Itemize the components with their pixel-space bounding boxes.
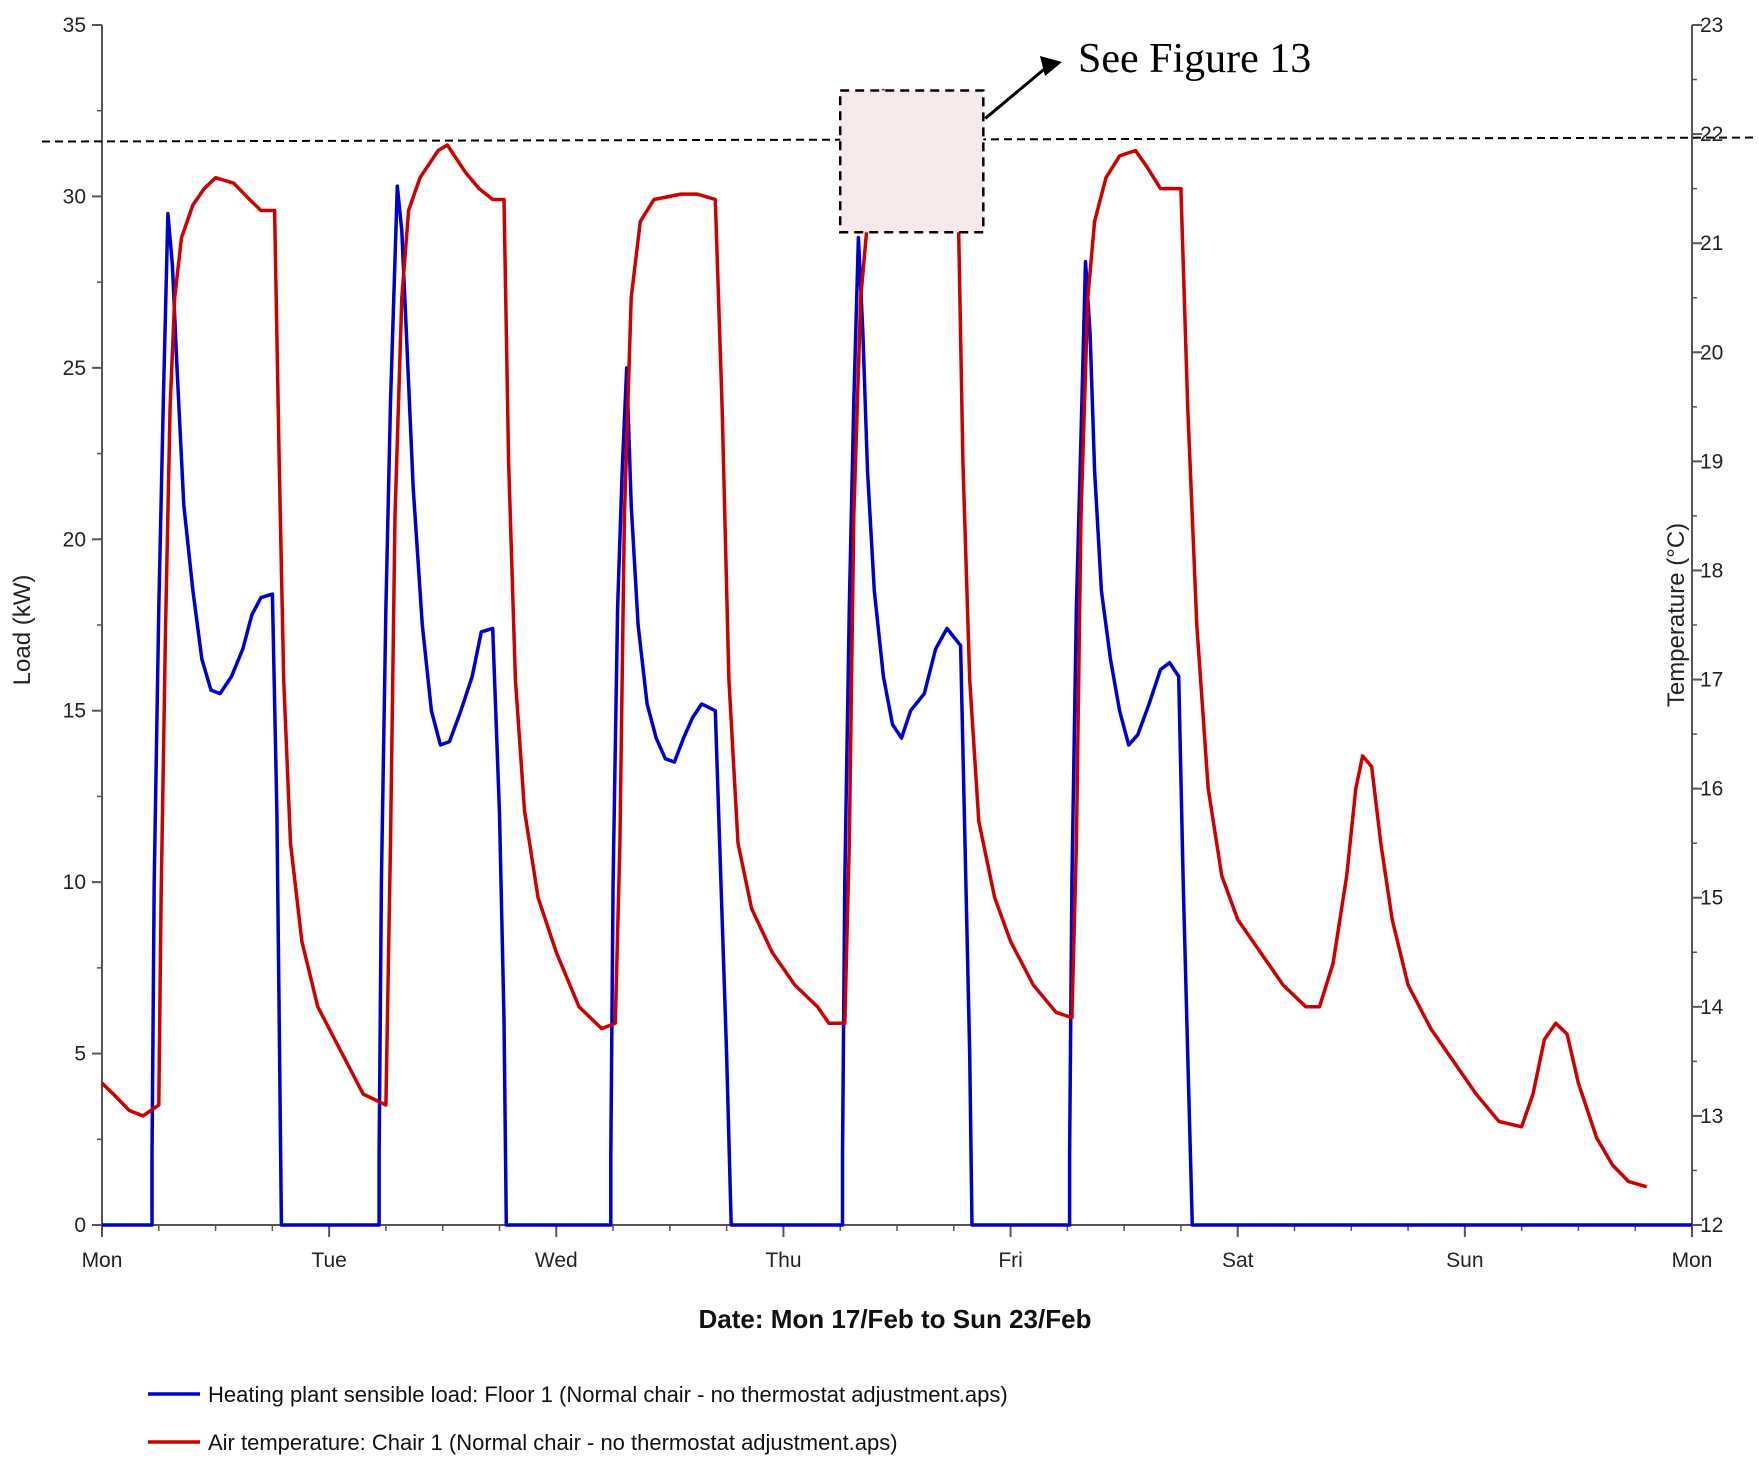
left-tick-label: 15 <box>63 700 86 723</box>
right-axis-label: Temperature (°C) <box>1663 523 1690 707</box>
annotation-arrowhead <box>1040 56 1062 76</box>
left-axis-label: Load (kW) <box>9 575 36 686</box>
right-tick-label: 20 <box>1700 341 1723 364</box>
left-tick-label: 0 <box>74 1214 86 1237</box>
left-tick-label: 25 <box>63 357 86 380</box>
legend-label-heating-load: Heating plant sensible load: Floor 1 (No… <box>208 1382 1008 1407</box>
annotation-box <box>838 89 985 234</box>
x-tick-label: Wed <box>535 1249 578 1272</box>
left-tick-label: 35 <box>63 14 86 37</box>
right-tick-label: 15 <box>1700 887 1723 910</box>
annotation-layer <box>838 56 1062 234</box>
annotation-text: See Figure 13 <box>1078 36 1311 82</box>
right-tick-label: 14 <box>1700 996 1724 1019</box>
left-tick-label: 20 <box>63 528 86 551</box>
series-heating-load-line <box>102 184 1692 1227</box>
annotation-arrow-shaft <box>984 64 1049 120</box>
x-tick-label: Thu <box>765 1249 801 1272</box>
left-tick-label: 30 <box>63 185 86 208</box>
x-tick-label: Mon <box>82 1249 123 1272</box>
x-tick-label: Fri <box>998 1249 1023 1272</box>
x-tick-label: Mon <box>1672 1249 1713 1272</box>
right-tick-label: 19 <box>1700 450 1723 473</box>
right-tick-label: 23 <box>1700 14 1723 37</box>
series-layer <box>100 88 1692 1227</box>
labels-layer: Load (kW) Temperature (°C) Date: Mon 17/… <box>9 36 1690 1334</box>
legend: Heating plant sensible load: Floor 1 (No… <box>148 1382 1008 1455</box>
x-tick-label: Tue <box>311 1249 346 1272</box>
right-tick-label: 16 <box>1700 778 1723 801</box>
x-axis-label: Date: Mon 17/Feb to Sun 23/Feb <box>699 1304 1092 1334</box>
right-tick-label: 18 <box>1700 559 1723 582</box>
right-tick-label: 17 <box>1700 669 1723 692</box>
left-tick-label: 10 <box>63 871 86 894</box>
right-tick-label: 22 <box>1700 123 1723 146</box>
series-air-temperature-line <box>100 88 1648 1189</box>
right-tick-label: 21 <box>1700 232 1723 255</box>
x-tick-label: Sat <box>1222 1249 1254 1272</box>
right-tick-label: 13 <box>1700 1105 1723 1128</box>
legend-label-air-temperature: Air temperature: Chair 1 (Normal chair -… <box>208 1430 898 1455</box>
right-tick-label: 12 <box>1700 1214 1723 1237</box>
x-tick-label: Sun <box>1446 1249 1483 1272</box>
left-tick-label: 5 <box>74 1043 86 1066</box>
annotation-highlight <box>840 90 984 233</box>
